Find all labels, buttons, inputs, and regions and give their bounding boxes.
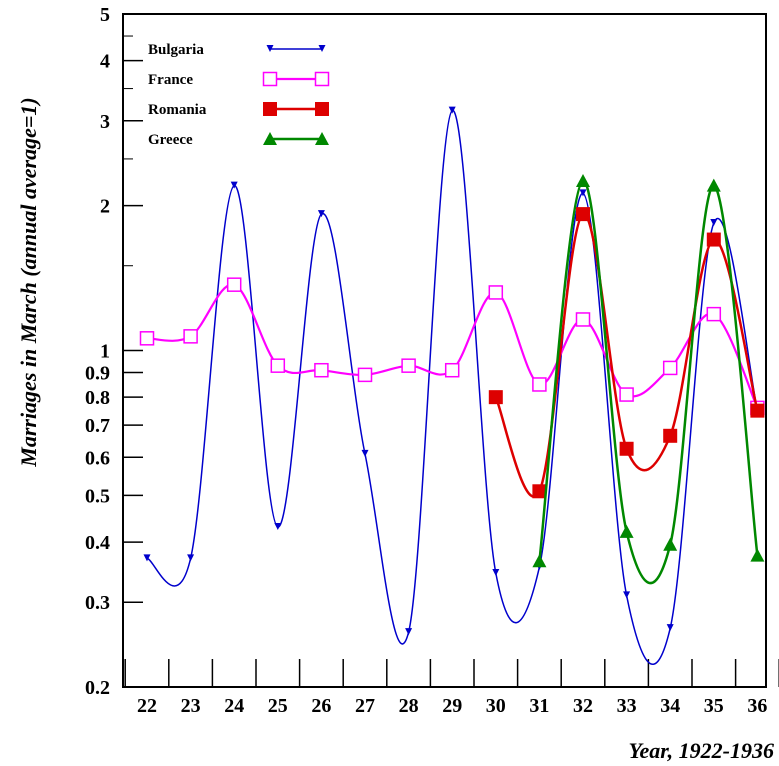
x-tick-label: 30 bbox=[486, 695, 506, 717]
y-tick-label: 0.7 bbox=[85, 415, 110, 437]
bulgaria-point bbox=[405, 628, 413, 636]
plot-frame bbox=[122, 13, 767, 688]
y-tick-label: 0.4 bbox=[85, 532, 110, 554]
bulgaria-point bbox=[143, 554, 151, 562]
greece-point bbox=[532, 554, 547, 568]
x-axis-ticks: 22 23 24 25 26 27 28 29 30 31 32 33 34 35 36 bbox=[124, 659, 779, 717]
legend-marker-bulgaria bbox=[266, 45, 274, 52]
y-tick-label: 5 bbox=[100, 4, 110, 26]
y-tick-label: 0.3 bbox=[85, 592, 110, 614]
legend-marker-france bbox=[314, 71, 330, 87]
greece-point bbox=[663, 537, 678, 551]
romania-point bbox=[488, 390, 503, 405]
series-greece bbox=[532, 173, 765, 585]
romania-point bbox=[619, 441, 634, 456]
series-layer bbox=[139, 106, 765, 665]
romania-point bbox=[532, 484, 547, 499]
france-point bbox=[357, 367, 373, 383]
legend-marker-greece bbox=[315, 132, 329, 145]
greece-point bbox=[706, 178, 721, 192]
bulgaria-point bbox=[187, 554, 195, 562]
y-tick-label: 4 bbox=[100, 51, 110, 73]
y-tick-label: 0.2 bbox=[85, 677, 110, 699]
bulgaria-line bbox=[146, 109, 759, 665]
bulgaria-point bbox=[492, 569, 500, 577]
y-tick-label: 3 bbox=[100, 111, 110, 133]
bulgaria-point bbox=[274, 522, 282, 530]
legend-label-france: France bbox=[148, 72, 193, 88]
x-tick-label: 31 bbox=[529, 695, 549, 717]
romania-point bbox=[706, 232, 721, 247]
france-point bbox=[444, 362, 460, 378]
france-point bbox=[532, 377, 547, 392]
y-axis-ticks: 0.2 0.3 0.4 0.5 0.6 0.7 0.80.91 2 3 4 5 bbox=[85, 4, 143, 699]
bulgaria-point bbox=[361, 449, 369, 457]
bulgaria-point bbox=[710, 219, 718, 227]
romania-point bbox=[663, 428, 678, 443]
x-tick-label: 27 bbox=[355, 695, 375, 717]
france-point bbox=[270, 358, 286, 373]
series-france bbox=[139, 277, 765, 416]
y-tick-label: 1 bbox=[100, 341, 110, 363]
x-axis-label: Year, 1922-1936 bbox=[629, 738, 774, 763]
bulgaria-point bbox=[623, 591, 631, 599]
france-point bbox=[139, 331, 155, 346]
x-tick-label: 36 bbox=[747, 695, 767, 717]
x-tick-label: 24 bbox=[224, 695, 244, 717]
x-tick-label: 28 bbox=[399, 695, 419, 717]
greece-point bbox=[619, 524, 634, 538]
y-tick-label: 0.8 bbox=[85, 387, 110, 409]
x-tick-label: 26 bbox=[311, 695, 331, 717]
bulgaria-point bbox=[230, 181, 238, 189]
greece-point bbox=[750, 548, 765, 562]
y-axis-label: Marriages in March (annual average=1) bbox=[16, 97, 41, 467]
bulgaria-point bbox=[666, 624, 674, 632]
france-point bbox=[575, 312, 591, 327]
france-point bbox=[619, 387, 634, 402]
x-tick-label: 23 bbox=[181, 695, 201, 717]
series-bulgaria bbox=[143, 106, 761, 665]
france-point bbox=[401, 358, 416, 373]
y-tick-label: 0.9 bbox=[85, 363, 110, 385]
greece-point bbox=[576, 173, 590, 187]
legend-marker-france bbox=[262, 71, 278, 87]
romania-point bbox=[576, 207, 590, 222]
legend-marker-romania bbox=[263, 102, 277, 116]
legend: Bulgaria France Romania Greece bbox=[148, 42, 330, 148]
france-point bbox=[706, 306, 722, 322]
greece-line bbox=[538, 179, 759, 585]
y-tick-label: 2 bbox=[100, 196, 110, 218]
legend-label-greece: Greece bbox=[148, 132, 193, 148]
x-tick-label: 29 bbox=[442, 695, 462, 717]
bulgaria-point bbox=[317, 210, 325, 218]
x-tick-label: 22 bbox=[137, 695, 157, 717]
x-tick-label: 32 bbox=[573, 695, 593, 717]
x-tick-label: 35 bbox=[704, 695, 724, 717]
x-tick-label: 25 bbox=[268, 695, 288, 717]
legend-marker-romania bbox=[315, 102, 329, 116]
legend-marker-bulgaria bbox=[318, 45, 326, 52]
france-point bbox=[662, 360, 678, 376]
france-point bbox=[488, 285, 504, 300]
france-point bbox=[226, 277, 242, 292]
legend-label-romania: Romania bbox=[148, 102, 207, 118]
y-tick-label: 0.5 bbox=[85, 485, 110, 507]
x-tick-label: 34 bbox=[660, 695, 680, 717]
series-romania bbox=[488, 207, 765, 499]
france-point bbox=[183, 329, 198, 344]
x-tick-label: 33 bbox=[617, 695, 637, 717]
legend-marker-greece bbox=[263, 132, 277, 145]
legend-label-bulgaria: Bulgaria bbox=[148, 42, 204, 58]
france-line bbox=[146, 283, 759, 409]
france-point bbox=[314, 362, 329, 378]
bulgaria-point bbox=[579, 189, 587, 197]
romania-point bbox=[750, 403, 765, 418]
y-tick-label: 0.6 bbox=[85, 447, 110, 469]
bulgaria-point bbox=[448, 106, 456, 114]
